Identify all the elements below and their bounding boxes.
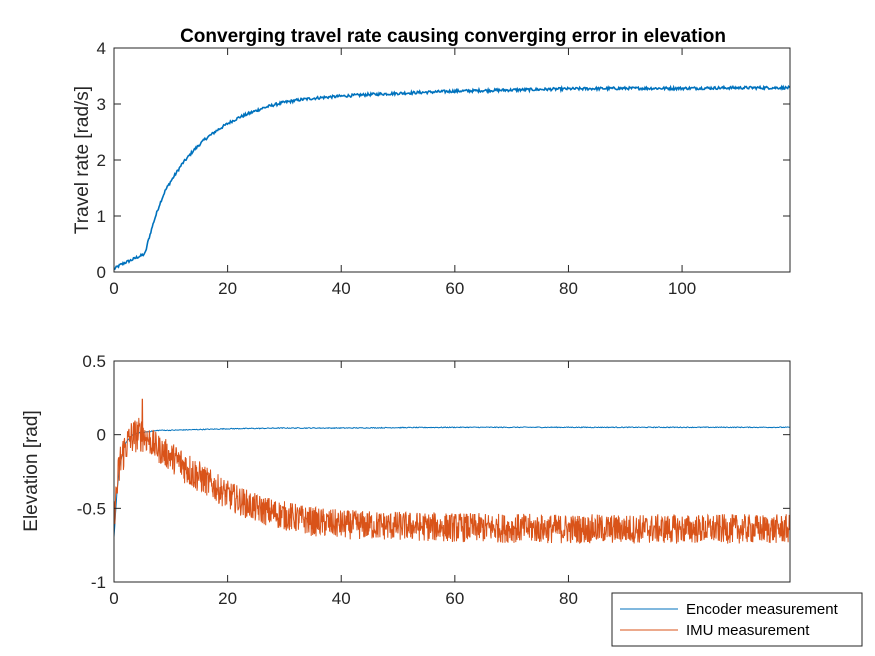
series-line-encoder bbox=[113, 426, 791, 538]
x-tick-label: 0 bbox=[109, 279, 118, 298]
travel-rate-ticks: 0 20 40 60 80 100 0 1 2 3 4 bbox=[97, 39, 790, 298]
legend-box bbox=[611, 592, 863, 647]
x-tick-label: 20 bbox=[218, 279, 237, 298]
x-tick-label: 60 bbox=[445, 279, 464, 298]
y-tick-label: 0 bbox=[97, 426, 106, 445]
y-tick-label: -1 bbox=[91, 573, 106, 592]
y-tick-label: -0.5 bbox=[77, 499, 106, 518]
y-tick-label: 3 bbox=[97, 95, 106, 114]
travel-rate-series-layer bbox=[113, 84, 791, 271]
y-tick-label: 1 bbox=[97, 207, 106, 226]
figure-title: Converging travel rate causing convergin… bbox=[180, 26, 726, 47]
series-line-travel-rate bbox=[113, 84, 791, 271]
y-tick-label: 4 bbox=[97, 39, 106, 58]
y-tick-label: 2 bbox=[97, 151, 106, 170]
x-tick-label: 40 bbox=[332, 589, 351, 608]
elevation-plot-area bbox=[114, 361, 790, 582]
legend: Encoder measurement IMU measurement bbox=[611, 592, 863, 647]
elevation-axes: 0 20 40 60 80 -1 -0.5 0 0.5 Elevation [rad] bbox=[21, 352, 791, 608]
elevation-ylabel: Elevation [rad] bbox=[21, 410, 42, 531]
x-tick-label: 20 bbox=[218, 589, 237, 608]
elevation-series-layer bbox=[113, 398, 791, 544]
legend-label-imu: IMU measurement bbox=[686, 622, 810, 639]
travel-rate-ylabel: Travel rate [rad/s] bbox=[72, 86, 93, 234]
elevation-axes-box bbox=[113, 360, 791, 583]
x-tick-label: 100 bbox=[668, 279, 696, 298]
y-tick-label: 0 bbox=[97, 263, 106, 282]
elevation-ticks: 0 20 40 60 80 -1 -0.5 0 0.5 bbox=[77, 352, 790, 608]
series-line-imu bbox=[113, 398, 791, 544]
y-tick-label: 0.5 bbox=[82, 352, 106, 371]
travel-rate-plot-area bbox=[114, 48, 790, 272]
x-tick-label: 0 bbox=[109, 589, 118, 608]
legend-label-encoder: Encoder measurement bbox=[686, 601, 839, 618]
x-tick-label: 80 bbox=[559, 279, 578, 298]
x-tick-label: 40 bbox=[332, 279, 351, 298]
x-tick-label: 60 bbox=[445, 589, 464, 608]
x-tick-label: 80 bbox=[559, 589, 578, 608]
travel-rate-axes: 0 20 40 60 80 100 0 1 2 3 4 Travel rate [rad/s] bbox=[72, 39, 791, 298]
